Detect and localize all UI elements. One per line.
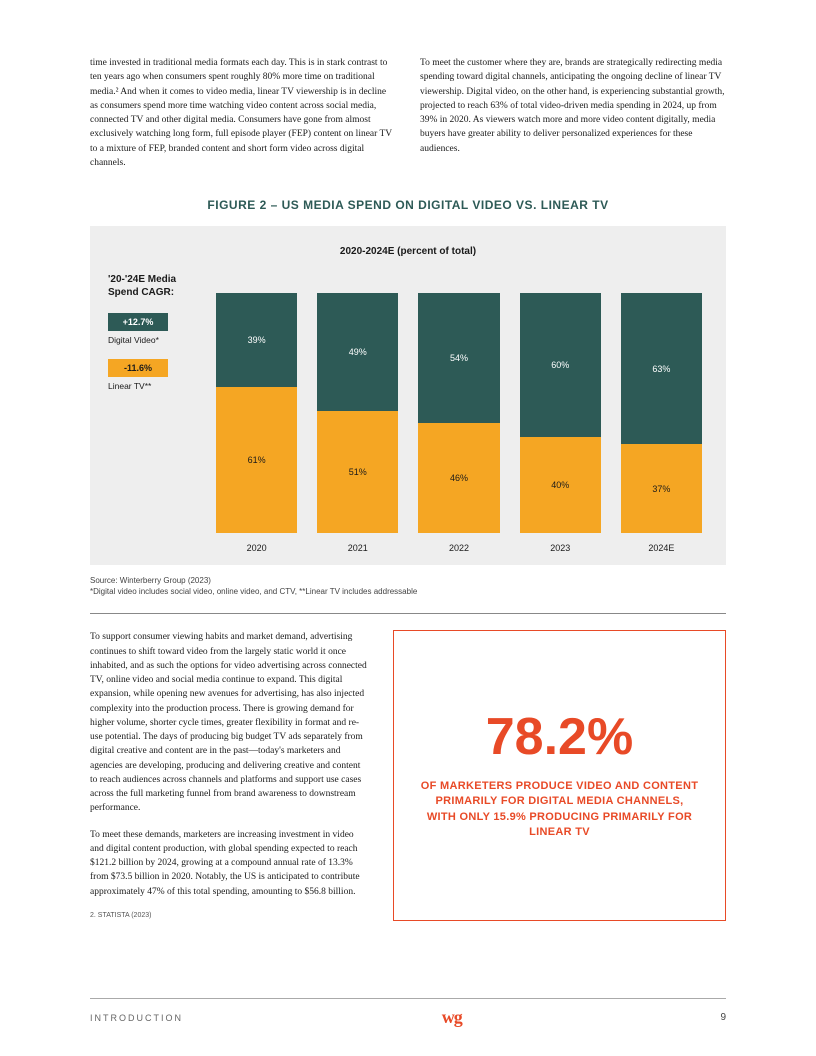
footnote-ref: 2. STATISTA (2023) xyxy=(90,911,369,922)
x-axis-labels: 2020 2021 2022 2023 2024E xyxy=(210,543,708,553)
cagr-series-label-1: Linear TV** xyxy=(108,381,200,391)
callout-statistic: 78.2% xyxy=(486,711,633,763)
callout-box: 78.2% OF MARKETERS PRODUCE VIDEO AND CON… xyxy=(393,630,726,921)
lower-section: To support consumer viewing habits and m… xyxy=(90,630,726,921)
chart-source: Source: Winterberry Group (2023) xyxy=(90,575,726,586)
callout-caption: OF MARKETERS PRODUCE VIDEO AND CONTENT P… xyxy=(420,779,699,841)
bar-segment-digital: 54% xyxy=(418,293,499,423)
x-label-2021: 2021 xyxy=(317,543,398,553)
cagr-header: '20-'24E Media Spend CAGR: xyxy=(108,273,200,299)
lower-p1: To support consumer viewing habits and m… xyxy=(90,630,369,815)
bar-segment-digital: 63% xyxy=(621,293,702,444)
footer-logo: wg xyxy=(442,1007,462,1028)
chart-source-notes: Source: Winterberry Group (2023) *Digita… xyxy=(90,575,726,597)
bar-segment-linear: 61% xyxy=(216,387,297,533)
bar-segment-digital: 60% xyxy=(520,293,601,437)
bar-segment-linear: 51% xyxy=(317,411,398,533)
bar-segment-digital: 39% xyxy=(216,293,297,387)
lower-body-text: To support consumer viewing habits and m… xyxy=(90,630,369,921)
footer-section-label: INTRODUCTION xyxy=(90,1013,183,1023)
figure-title: FIGURE 2 – US MEDIA SPEND ON DIGITAL VID… xyxy=(90,198,726,212)
bars-row: 39%61%49%51%54%46% 60%40%63%37% xyxy=(210,273,708,533)
bar-segment-linear: 40% xyxy=(520,437,601,533)
bar-segment-digital: 49% xyxy=(317,293,398,411)
bar-2020: 39%61% xyxy=(216,273,297,533)
intro-right: To meet the customer where they are, bra… xyxy=(420,56,726,170)
page-footer: INTRODUCTION wg 9 xyxy=(90,998,726,1028)
x-label-2023: 2023 xyxy=(520,543,601,553)
chart-body: '20-'24E Media Spend CAGR: +12.7% Digital… xyxy=(108,273,708,533)
bar-segment-linear: 46% xyxy=(418,423,499,533)
divider xyxy=(90,613,726,614)
x-label-2024E: 2024E xyxy=(621,543,702,553)
cagr-badge-0: +12.7% xyxy=(108,313,168,331)
footer-page-number: 9 xyxy=(720,1012,726,1023)
bar-segment-linear: 37% xyxy=(621,444,702,533)
bar-2024E: 63%37% xyxy=(621,273,702,533)
intro-text-columns: time invested in traditional media forma… xyxy=(90,56,726,170)
chart-container: 2020-2024E (percent of total) '20-'24E M… xyxy=(90,226,726,565)
lower-p2: To meet these demands, marketers are inc… xyxy=(90,828,369,899)
x-label-2022: 2022 xyxy=(418,543,499,553)
chart-subtitle: 2020-2024E (percent of total) xyxy=(108,246,708,257)
cagr-series-label-0: Digital Video* xyxy=(108,335,200,345)
x-label-2020: 2020 xyxy=(216,543,297,553)
bar-2021: 49%51% xyxy=(317,273,398,533)
intro-left: time invested in traditional media forma… xyxy=(90,56,396,170)
bar-2022: 54%46% xyxy=(418,273,499,533)
chart-legend: '20-'24E Media Spend CAGR: +12.7% Digital… xyxy=(108,273,200,533)
chart-footnote: *Digital video includes social video, on… xyxy=(90,586,726,597)
bar-2023: 60%40% xyxy=(520,273,601,533)
cagr-badge-1: -11.6% xyxy=(108,359,168,377)
